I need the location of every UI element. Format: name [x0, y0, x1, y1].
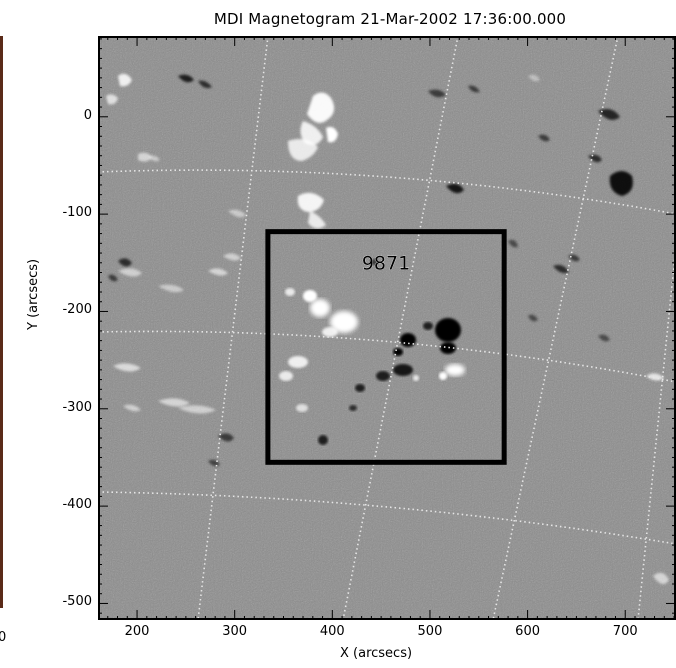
- y-tick-label: -300: [62, 399, 92, 415]
- x-tick-label: 400: [319, 624, 345, 639]
- plot-frame: [98, 36, 676, 620]
- y-tick-label: -500: [62, 594, 92, 610]
- axis-tick-marks: [98, 36, 676, 620]
- y-tick-label: -100: [62, 205, 92, 221]
- y-tick-label: 0: [83, 107, 92, 123]
- sunspot-leader: [435, 318, 461, 342]
- y-axis-label: Y (arcsecs): [26, 258, 41, 330]
- positive-polarity-features: [106, 73, 669, 585]
- active-region-positive-plage: [279, 288, 465, 412]
- y-tick-label: -400: [62, 497, 92, 513]
- x-tick-label: 300: [222, 624, 248, 639]
- magnetogram-image: 9871: [98, 36, 676, 620]
- coordinate-grid: [98, 36, 676, 620]
- plot-title: MDI Magnetogram 21-Mar-2002 17:36:00.000: [213, 10, 567, 28]
- background-noise: [98, 36, 676, 620]
- negative-polarity-features: [108, 74, 633, 467]
- adjacent-panel-edge: [0, 36, 3, 608]
- x-tick-label: 600: [515, 624, 540, 639]
- adjacent-panel-tick-label: 0: [0, 630, 7, 645]
- x-tick-label: 200: [124, 624, 150, 639]
- active-region-box: [265, 229, 507, 465]
- active-region-number: 9871: [362, 253, 410, 275]
- x-axis-label: X (arcsecs): [340, 646, 413, 661]
- y-tick-label: -200: [62, 302, 92, 318]
- active-region-negative-spots: [318, 259, 461, 445]
- x-tick-label: 500: [417, 624, 443, 639]
- x-tick-label: 700: [612, 624, 638, 639]
